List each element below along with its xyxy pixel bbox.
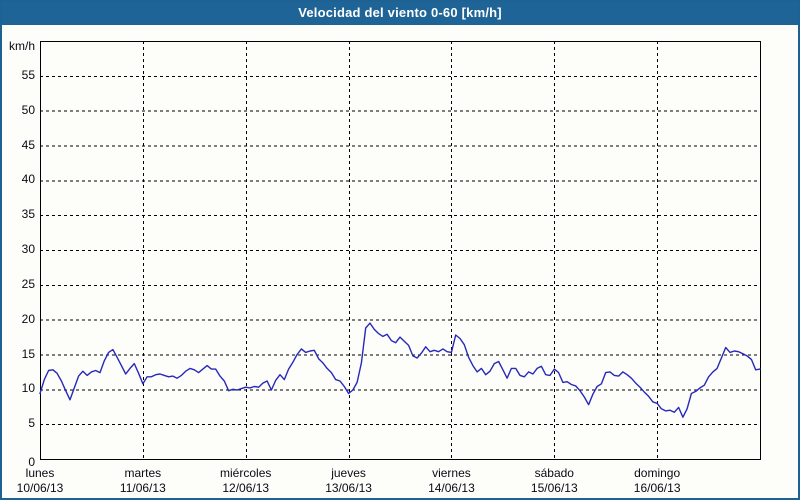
y-axis-tick-label: 25 [21, 276, 35, 291]
day-name: viernes [432, 466, 471, 480]
day-name: miércoles [220, 466, 272, 480]
day-date: 15/06/13 [530, 481, 578, 495]
y-axis-tick-label: 30 [21, 242, 35, 256]
y-axis-tick-label: 0 [28, 455, 35, 469]
day-date: 14/06/13 [428, 481, 475, 495]
x-axis-day-label: miércoles 12/06/13 [196, 466, 296, 496]
day-date: 16/06/13 [633, 481, 681, 495]
y-axis-tick-label: 5 [28, 416, 35, 431]
y-axis-tick-label: 40 [21, 172, 35, 187]
gridlines [40, 41, 760, 459]
x-axis-day-label: domingo 16/06/13 [607, 466, 707, 496]
y-axis-tick-label: 55 [21, 67, 35, 82]
day-name: martes [124, 466, 162, 480]
window-titlebar: Velocidad del viento 0-60 [km/h] [0, 0, 800, 25]
x-axis-day-label: viernes 14/06/13 [401, 466, 501, 496]
window-title: Velocidad del viento 0-60 [km/h] [298, 5, 502, 20]
y-axis-tick-label: 35 [21, 207, 35, 222]
day-date: 13/06/13 [325, 481, 372, 495]
day-name: sábado [534, 466, 574, 480]
day-name: jueves [331, 466, 366, 480]
x-axis-day-label: martes 11/06/13 [93, 466, 193, 496]
y-axis-tick-label: 50 [21, 102, 35, 117]
y-axis-tick-label: 45 [21, 137, 35, 152]
wind-speed-series-line [39, 322, 761, 418]
day-date: 11/06/13 [119, 481, 166, 495]
y-axis-tick-label: 20 [21, 311, 35, 326]
day-name: lunes [25, 466, 55, 480]
x-axis-day-label: lunes 10/06/13 [0, 466, 90, 496]
x-axis-day-label: sábado 15/06/13 [504, 466, 604, 496]
x-axis-day-label: jueves 13/06/13 [299, 466, 399, 496]
y-axis-tick-label: 15 [21, 346, 35, 361]
day-date: 10/06/13 [16, 481, 64, 495]
y-axis-tick-label: 10 [21, 381, 35, 396]
plot-border [39, 40, 762, 461]
y-axis-unit-label: km/h [8, 39, 35, 53]
day-date: 12/06/13 [222, 481, 270, 495]
day-name: domingo [634, 466, 681, 480]
